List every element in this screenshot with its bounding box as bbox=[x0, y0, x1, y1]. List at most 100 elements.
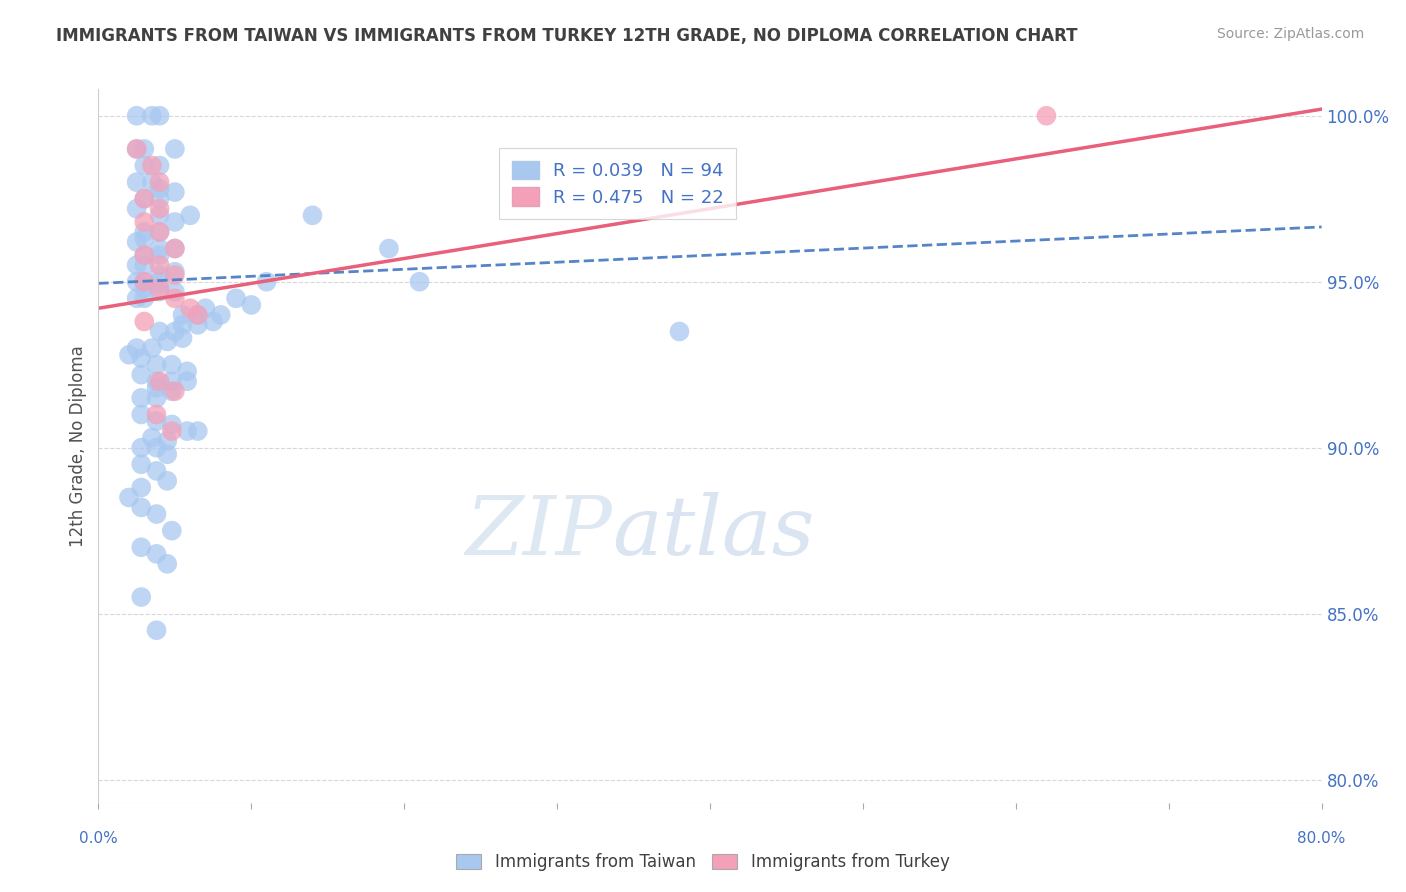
Point bbox=[125, 291, 148, 305]
Point bbox=[176, 364, 198, 378]
Point bbox=[160, 417, 183, 432]
Point bbox=[129, 590, 152, 604]
Point bbox=[187, 318, 209, 332]
Point bbox=[149, 281, 172, 295]
Point bbox=[163, 285, 186, 299]
Point bbox=[163, 325, 186, 339]
Point bbox=[125, 175, 148, 189]
Point bbox=[145, 441, 167, 455]
Point bbox=[149, 268, 172, 282]
Point bbox=[163, 291, 186, 305]
Point bbox=[145, 547, 167, 561]
Point bbox=[125, 235, 148, 249]
Point bbox=[149, 374, 172, 388]
Point bbox=[163, 142, 186, 156]
Point bbox=[134, 159, 156, 173]
Point bbox=[179, 301, 201, 316]
Point bbox=[179, 208, 201, 222]
Point bbox=[225, 291, 247, 305]
Point bbox=[145, 507, 167, 521]
Point bbox=[145, 414, 167, 428]
Legend: R = 0.039   N = 94, R = 0.475   N = 22: R = 0.039 N = 94, R = 0.475 N = 22 bbox=[499, 148, 737, 219]
Point bbox=[149, 275, 172, 289]
Point bbox=[408, 275, 430, 289]
Legend: Immigrants from Taiwan, Immigrants from Turkey: Immigrants from Taiwan, Immigrants from … bbox=[449, 845, 957, 880]
Point bbox=[129, 457, 152, 471]
Point bbox=[149, 258, 172, 272]
Text: IMMIGRANTS FROM TAIWAN VS IMMIGRANTS FROM TURKEY 12TH GRADE, NO DIPLOMA CORRELAT: IMMIGRANTS FROM TAIWAN VS IMMIGRANTS FRO… bbox=[56, 27, 1078, 45]
Point bbox=[163, 268, 186, 282]
Point bbox=[378, 242, 401, 256]
Point bbox=[134, 281, 156, 295]
Point bbox=[134, 248, 156, 262]
Point bbox=[134, 192, 156, 206]
Text: atlas: atlas bbox=[612, 491, 814, 572]
Point bbox=[176, 374, 198, 388]
Point bbox=[1035, 109, 1057, 123]
Point bbox=[141, 431, 163, 445]
Point bbox=[125, 142, 148, 156]
Point bbox=[134, 215, 156, 229]
Point bbox=[134, 275, 156, 289]
Point bbox=[118, 348, 141, 362]
Point bbox=[134, 291, 156, 305]
Point bbox=[129, 441, 152, 455]
Point bbox=[149, 175, 172, 189]
Point bbox=[160, 358, 183, 372]
Point bbox=[145, 374, 167, 388]
Point bbox=[194, 301, 217, 316]
Point bbox=[176, 424, 198, 438]
Point bbox=[134, 142, 156, 156]
Point bbox=[125, 142, 148, 156]
Point bbox=[172, 318, 194, 332]
Point bbox=[209, 308, 232, 322]
Point bbox=[149, 192, 172, 206]
Point bbox=[163, 215, 186, 229]
Point bbox=[129, 351, 152, 365]
Point bbox=[149, 159, 172, 173]
Point bbox=[163, 242, 186, 256]
Point bbox=[149, 182, 172, 196]
Point bbox=[149, 325, 172, 339]
Point bbox=[134, 225, 156, 239]
Point bbox=[149, 225, 172, 239]
Point bbox=[172, 308, 194, 322]
Point bbox=[145, 464, 167, 478]
Text: ZIP: ZIP bbox=[465, 491, 612, 572]
Point bbox=[118, 491, 141, 505]
Point bbox=[134, 314, 156, 328]
Point bbox=[240, 298, 263, 312]
Point bbox=[202, 314, 225, 328]
Point bbox=[134, 231, 156, 245]
Point bbox=[141, 175, 163, 189]
Point bbox=[149, 109, 172, 123]
Point bbox=[141, 341, 163, 355]
Point bbox=[129, 368, 152, 382]
Point bbox=[301, 208, 323, 222]
Point bbox=[145, 381, 167, 395]
Point bbox=[129, 408, 152, 422]
Point bbox=[668, 325, 690, 339]
Text: 0.0%: 0.0% bbox=[79, 830, 118, 846]
Point bbox=[145, 408, 167, 422]
Point bbox=[129, 481, 152, 495]
Point bbox=[187, 308, 209, 322]
Point bbox=[145, 391, 167, 405]
Point bbox=[134, 275, 156, 289]
Point bbox=[149, 208, 172, 222]
Point bbox=[160, 374, 183, 388]
Point bbox=[160, 524, 183, 538]
Point bbox=[163, 242, 186, 256]
Point bbox=[156, 447, 179, 461]
Point bbox=[149, 242, 172, 256]
Point bbox=[125, 109, 148, 123]
Point bbox=[156, 557, 179, 571]
Point bbox=[129, 540, 152, 554]
Point bbox=[141, 159, 163, 173]
Point bbox=[160, 384, 183, 399]
Point bbox=[163, 384, 186, 399]
Point bbox=[163, 265, 186, 279]
Point bbox=[125, 275, 148, 289]
Point bbox=[149, 248, 172, 262]
Point bbox=[141, 109, 163, 123]
